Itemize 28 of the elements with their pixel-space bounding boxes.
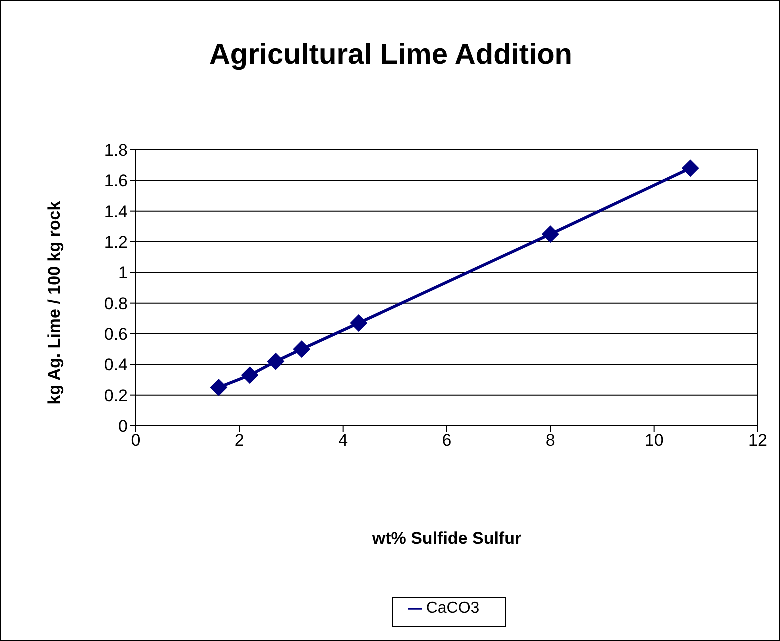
y-tick-label: 0.4	[104, 356, 128, 375]
y-tick-label: 1.4	[104, 202, 128, 222]
point	[210, 379, 228, 396]
y-axis-title: kg Ag. Lime / 100 kg rock	[45, 201, 65, 405]
y-tick-label: 0	[118, 417, 128, 436]
x-tick-label: 0	[131, 431, 141, 450]
x-axis-title: wt% Sulfide Sulfur	[371, 529, 523, 549]
x-tick-label: 8	[546, 431, 556, 450]
y-tick-label: 0.6	[104, 325, 128, 344]
point	[350, 314, 368, 332]
x-tick-label: 10	[644, 431, 664, 450]
y-tick-label: 0.2	[104, 386, 128, 406]
x-tick-label: 4	[338, 431, 348, 450]
y-tick-label: 0.8	[104, 294, 128, 314]
point	[542, 226, 560, 243]
point	[267, 353, 284, 370]
y-tick-label: 1.2	[104, 233, 128, 252]
y-tick-label: 1	[118, 264, 128, 283]
y-tick-label: 1.6	[104, 172, 128, 191]
x-tick-label: 2	[234, 431, 244, 450]
point	[242, 366, 259, 384]
chart-title: Agricultural Lime Addition	[208, 39, 574, 72]
point	[682, 160, 700, 177]
x-tick-label: 6	[442, 431, 452, 450]
x-tick-label: 12	[748, 431, 768, 450]
point	[293, 340, 310, 358]
legend-label: CaCO3	[426, 600, 480, 617]
y-tick-label: 1.8	[104, 141, 128, 160]
